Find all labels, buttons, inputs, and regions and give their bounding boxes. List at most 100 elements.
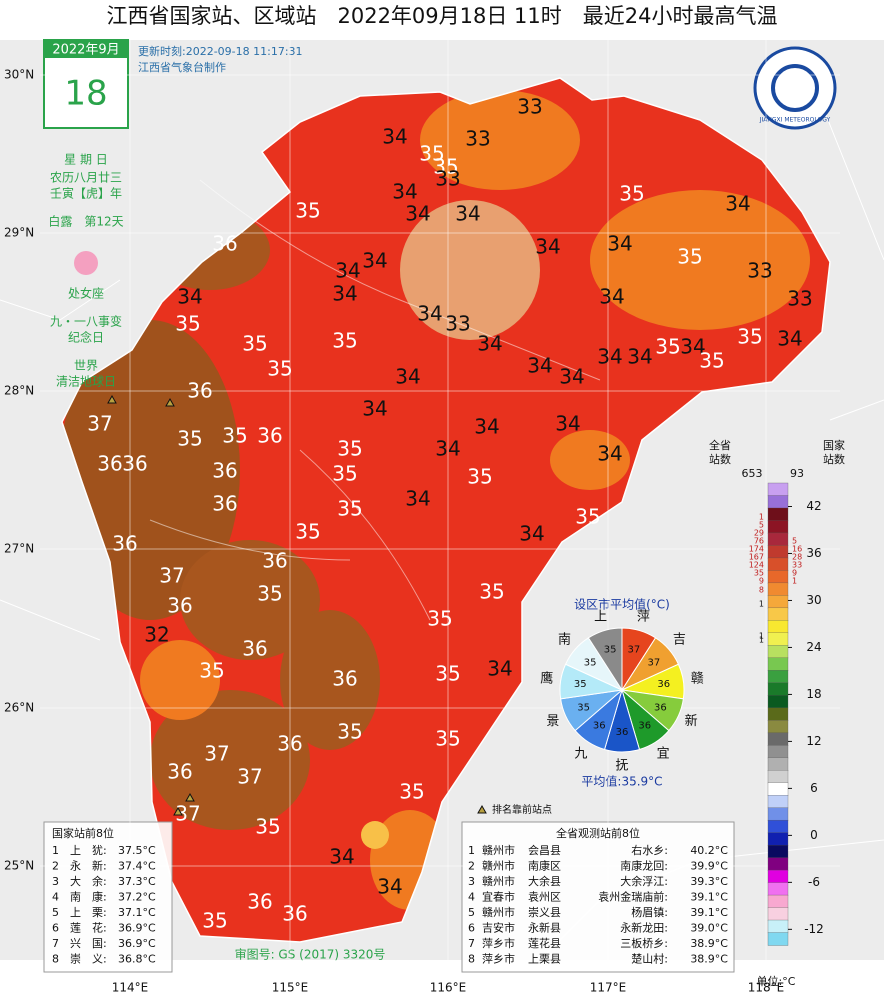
colorbar-cell bbox=[767, 632, 789, 646]
all-title: 全省 bbox=[709, 438, 731, 452]
colorbar-label: 30 bbox=[806, 593, 821, 607]
colorbar-cell bbox=[767, 520, 789, 534]
calendar-note: 世界 bbox=[74, 359, 98, 373]
nat-count: 93 bbox=[790, 467, 804, 480]
province-cell: 大余县 bbox=[528, 874, 561, 888]
colorbar-cell bbox=[767, 607, 789, 622]
province-cell: 7 bbox=[468, 937, 475, 950]
colorbar-cell bbox=[767, 907, 789, 921]
colorbar-cell bbox=[767, 582, 789, 597]
station-value: 34 bbox=[555, 412, 580, 436]
station-value: 36 bbox=[97, 452, 122, 476]
pie-average: 平均值:35.9°C bbox=[581, 774, 662, 789]
national-cell: 37.4°C bbox=[118, 860, 156, 873]
producer: 江西省气象台制作 bbox=[138, 60, 226, 74]
calendar-note: 九・一八事变 bbox=[50, 314, 122, 329]
station-value: 35 bbox=[337, 497, 362, 521]
station-value: 34 bbox=[329, 845, 354, 869]
station-value: 35 bbox=[479, 580, 504, 604]
colorbar-cell bbox=[767, 807, 789, 821]
pie-value: 36 bbox=[593, 720, 606, 731]
colorbar-cell bbox=[767, 932, 789, 946]
national-cell: 5 bbox=[52, 906, 59, 919]
station-value: 34 bbox=[392, 180, 417, 204]
station-value: 35 bbox=[337, 437, 362, 461]
colorbar-label: -12 bbox=[804, 922, 824, 936]
lat-label: 27°N bbox=[4, 542, 34, 556]
colorbar-cell bbox=[767, 495, 789, 509]
province-cell: 赣州市 bbox=[482, 874, 515, 888]
province-cell: 右水乡: bbox=[631, 843, 668, 857]
station-value: 35 bbox=[222, 424, 247, 448]
station-value: 35 bbox=[467, 465, 492, 489]
station-value: 34 bbox=[607, 232, 632, 256]
station-value: 36 bbox=[212, 459, 237, 483]
station-value: 33 bbox=[787, 287, 812, 311]
station-value: 35 bbox=[435, 727, 460, 751]
province-cell: 宜春市 bbox=[482, 890, 515, 904]
station-value: 36 bbox=[257, 424, 282, 448]
national-cell: 8 bbox=[52, 953, 59, 966]
colorbar-cell bbox=[767, 757, 789, 771]
station-value: 37 bbox=[159, 564, 184, 588]
colorbar-cell bbox=[767, 707, 789, 721]
station-value: 37 bbox=[204, 742, 229, 766]
national-cell: 36.9°C bbox=[118, 937, 156, 950]
colorbar-cell bbox=[767, 657, 789, 671]
province-cell: 8 bbox=[468, 953, 475, 966]
station-value: 35 bbox=[435, 662, 460, 686]
logo-mark bbox=[771, 64, 819, 112]
colorbar-label: 6 bbox=[810, 781, 818, 795]
colorbar-cell bbox=[767, 894, 789, 909]
station-value: 35 bbox=[337, 720, 362, 744]
station-count: 174 bbox=[749, 545, 764, 554]
province-cell: 39.0°C bbox=[690, 922, 728, 935]
province-cell: 39.1°C bbox=[690, 891, 728, 904]
station-value: 34 bbox=[597, 442, 622, 466]
station-value: 34 bbox=[535, 235, 560, 259]
rank-marker bbox=[185, 792, 195, 802]
station-value: 34 bbox=[377, 875, 402, 899]
national-table-box bbox=[43, 821, 173, 973]
station-count: 124 bbox=[749, 561, 764, 570]
station-count: 5 bbox=[759, 521, 764, 530]
station-value: 35 bbox=[257, 582, 282, 606]
colorbar-cell bbox=[767, 857, 789, 871]
station-value: 35 bbox=[699, 349, 724, 373]
lat-label: 29°N bbox=[4, 226, 34, 240]
colorbar-cell bbox=[767, 682, 789, 696]
national-cell: 37.5°C bbox=[118, 844, 156, 857]
station-value: 34 bbox=[177, 285, 202, 309]
lon-label: 117°E bbox=[590, 981, 627, 995]
province-cell: 38.9°C bbox=[690, 937, 728, 950]
logo bbox=[753, 46, 837, 130]
calendar-month: 2022年9月 bbox=[52, 43, 119, 58]
national-cell: 7 bbox=[52, 937, 59, 950]
national-cell: 6 bbox=[52, 922, 59, 935]
station-value: 36 bbox=[332, 667, 357, 691]
station-value: 36 bbox=[242, 637, 267, 661]
lat-label: 30°N bbox=[4, 68, 34, 82]
province-cell: 39.3°C bbox=[690, 875, 728, 888]
colorbar-cell bbox=[767, 745, 789, 759]
lat-label: 28°N bbox=[4, 384, 34, 398]
station-value: 34 bbox=[417, 302, 442, 326]
colorbar-label: 0 bbox=[810, 828, 818, 842]
station-value: 34 bbox=[777, 327, 802, 351]
national-cell: 永 新: bbox=[70, 859, 107, 873]
province-cell: 萍乡市 bbox=[482, 952, 515, 966]
colorbar-cell bbox=[767, 844, 789, 859]
pie-value: 35 bbox=[604, 645, 617, 656]
title: 江西省国家站、区域站 2022年09月18日 11时 最近24小时最高气温 bbox=[106, 4, 777, 28]
pie-label: 九 bbox=[574, 746, 587, 761]
station-value: 36 bbox=[187, 379, 212, 403]
province-cell: 38.9°C bbox=[690, 953, 728, 966]
colorbar-cell bbox=[767, 832, 789, 846]
pie-label: 景 bbox=[546, 714, 559, 729]
province-cell: 袁州金瑞庙前: bbox=[598, 890, 668, 904]
pie-label: 抚 bbox=[615, 759, 628, 774]
province-cell: 南康区 bbox=[528, 859, 561, 873]
station-count: 1 bbox=[759, 636, 764, 645]
national-cell: 37.3°C bbox=[118, 875, 156, 888]
province-table-box bbox=[461, 821, 735, 973]
